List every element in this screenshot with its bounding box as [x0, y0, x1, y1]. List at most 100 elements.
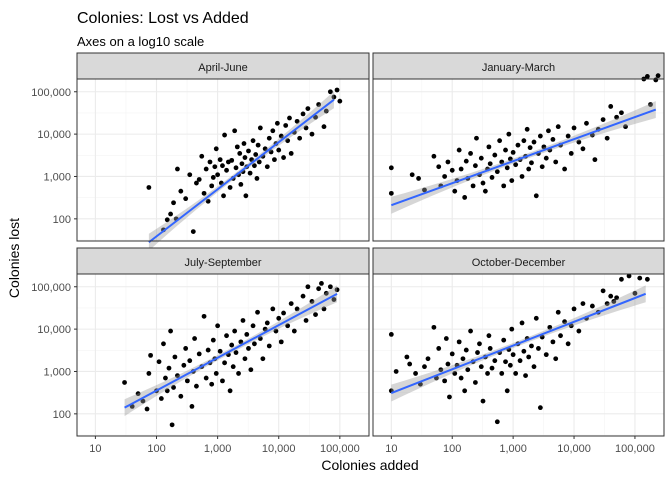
- data-point: [221, 193, 226, 199]
- data-point: [463, 158, 469, 164]
- data-point: [212, 164, 218, 170]
- data-point: [303, 125, 309, 131]
- y-tick-label: 1,000: [43, 171, 71, 183]
- data-point: [255, 142, 261, 148]
- data-point: [305, 284, 311, 290]
- data-point: [475, 350, 480, 355]
- data-point: [494, 169, 500, 175]
- data-point: [608, 293, 614, 299]
- data-point: [460, 356, 466, 362]
- data-point: [637, 275, 643, 281]
- data-point: [474, 135, 479, 141]
- data-point: [273, 328, 279, 334]
- data-point: [648, 102, 653, 107]
- x-tick-label: 100: [443, 443, 461, 455]
- facet-strip: [76, 247, 370, 275]
- data-point: [543, 155, 549, 161]
- data-point: [580, 301, 586, 307]
- data-point: [510, 150, 516, 155]
- data-point: [240, 318, 246, 323]
- data-point: [576, 328, 582, 334]
- data-point: [611, 299, 617, 304]
- data-point: [507, 362, 513, 368]
- x-axis-title: Colonies added: [321, 457, 418, 473]
- panel-border: [372, 78, 665, 242]
- data-point: [255, 309, 260, 315]
- data-point: [501, 337, 507, 343]
- data-point: [229, 342, 235, 348]
- data-point: [526, 354, 532, 360]
- data-point: [550, 137, 556, 142]
- data-point: [327, 89, 333, 95]
- data-point: [507, 156, 513, 162]
- data-point: [503, 359, 508, 365]
- data-point: [172, 354, 178, 360]
- y-axis-title: Colonies lost: [6, 218, 22, 298]
- data-point: [558, 333, 563, 339]
- data-point: [309, 299, 315, 304]
- data-point: [297, 135, 303, 141]
- data-point: [445, 361, 451, 367]
- data-point: [623, 124, 628, 130]
- data-point: [436, 164, 442, 170]
- data-point: [220, 378, 225, 384]
- smooth-fit-line: [124, 292, 338, 409]
- data-point: [305, 106, 311, 112]
- data-point: [236, 371, 241, 376]
- y-axis: 100 1,000 10,000 100,000 100 1,000 10,000 100,0…: [31, 87, 77, 421]
- data-point: [254, 176, 260, 181]
- x-tick-label: 100,000: [615, 443, 655, 455]
- facet-strip-label: July-September: [184, 257, 261, 269]
- data-point: [276, 315, 282, 321]
- data-point: [230, 364, 236, 370]
- data-point: [584, 120, 589, 126]
- data-point: [487, 161, 493, 167]
- data-point: [252, 163, 257, 169]
- data-point: [175, 373, 180, 378]
- data-point: [233, 350, 239, 355]
- data-point: [184, 378, 190, 384]
- data-point: [589, 303, 595, 309]
- data-point: [478, 364, 484, 370]
- data-point: [300, 293, 306, 299]
- data-point: [146, 185, 152, 190]
- data-point: [194, 180, 199, 186]
- data-point: [533, 315, 539, 321]
- data-point: [238, 182, 244, 187]
- x-tick-label: 10: [89, 443, 101, 455]
- data-point: [331, 94, 337, 100]
- data-point: [519, 174, 525, 179]
- data-point: [482, 188, 488, 194]
- panel-border: [76, 273, 370, 437]
- data-point: [526, 166, 532, 172]
- data-point: [513, 162, 519, 168]
- data-point: [232, 128, 238, 134]
- data-point: [456, 339, 462, 345]
- data-point: [183, 196, 189, 202]
- facet-panel: July-September: [76, 247, 370, 437]
- data-point: [486, 333, 492, 339]
- data-point: [327, 284, 333, 290]
- data-point: [523, 373, 528, 378]
- data-point: [487, 346, 493, 351]
- x-tick-label: 10: [385, 443, 397, 455]
- data-point: [183, 346, 189, 351]
- data-point: [196, 351, 202, 357]
- panel-border: [372, 273, 665, 437]
- data-point: [178, 393, 184, 399]
- data-point: [436, 346, 442, 351]
- data-point: [203, 375, 209, 381]
- data-point: [407, 361, 413, 367]
- data-point: [409, 172, 415, 178]
- data-point: [462, 388, 468, 394]
- data-point: [144, 406, 150, 412]
- data-point: [313, 312, 318, 318]
- data-point: [272, 157, 277, 163]
- data-point: [331, 297, 337, 302]
- data-point: [422, 364, 427, 370]
- data-point: [510, 352, 516, 358]
- data-point: [233, 165, 239, 171]
- data-point: [205, 198, 211, 204]
- data-point: [449, 351, 455, 357]
- data-point: [413, 371, 418, 376]
